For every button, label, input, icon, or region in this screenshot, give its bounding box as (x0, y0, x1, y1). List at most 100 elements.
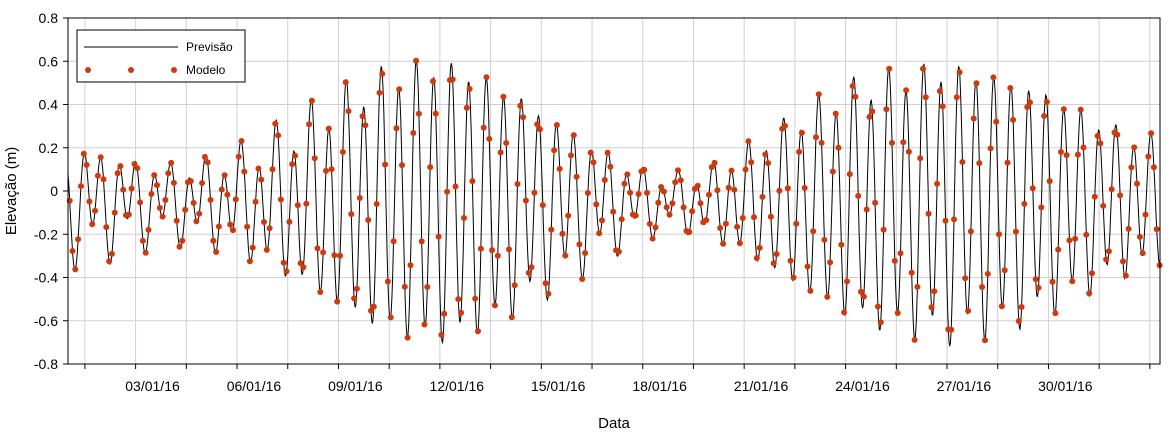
modelo-point (325, 125, 332, 132)
modelo-point (292, 152, 298, 159)
modelo-point (889, 139, 895, 146)
x-axis-title: Data (598, 415, 630, 432)
y-axis: 0.8 0.6 0.4 0.2 0 -0.2 -0.4 -0.6 -0.8 (34, 10, 68, 372)
modelo-point (83, 161, 90, 168)
modelo-point (1150, 164, 1157, 171)
modelo-point (376, 89, 383, 96)
modelo-point (238, 138, 245, 144)
modelo-point (477, 245, 484, 252)
modelo-point (497, 149, 504, 156)
modelo-point (694, 182, 701, 189)
modelo-point (151, 172, 158, 179)
legend-modelo-marker (171, 67, 177, 73)
modelo-point (767, 213, 774, 220)
modelo-point (72, 266, 79, 273)
modelo-point (711, 159, 718, 166)
modelo-point (407, 262, 414, 269)
modelo-point (441, 310, 448, 317)
modelo-point (111, 209, 118, 216)
x-tick-label: 21/01/16 (734, 378, 789, 394)
modelo-point (1024, 104, 1031, 110)
modelo-point (193, 218, 200, 225)
modelo-point (739, 215, 746, 221)
x-tick-label: 18/01/16 (632, 378, 687, 394)
modelo-point (1128, 164, 1135, 171)
modelo-point (866, 113, 873, 120)
modelo-point (351, 295, 358, 302)
y-tick-label: 0.2 (39, 140, 59, 156)
modelo-point (303, 200, 310, 207)
modelo-point (463, 104, 470, 111)
modelo-point (917, 155, 924, 162)
modelo-point (1043, 99, 1050, 105)
modelo-point (486, 135, 493, 142)
modelo-point (1052, 310, 1059, 317)
modelo-point (1114, 131, 1121, 138)
modelo-point (387, 314, 394, 321)
modelo-point (230, 227, 236, 234)
modelo-point (680, 204, 687, 211)
modelo-point (86, 198, 93, 205)
modelo-point (365, 217, 372, 223)
modelo-point (618, 216, 625, 223)
modelo-point (1004, 159, 1011, 166)
modelo-point (1120, 258, 1126, 265)
modelo-point (1091, 193, 1098, 200)
modelo-point (449, 76, 456, 83)
modelo-point (415, 110, 422, 117)
modelo-point (520, 114, 527, 121)
modelo-point (1086, 290, 1093, 297)
modelo-point (1041, 113, 1048, 119)
modelo-point (939, 103, 946, 110)
modelo-point (531, 189, 538, 196)
modelo-point (156, 204, 163, 211)
modelo-point (824, 293, 831, 300)
modelo-point (573, 173, 580, 180)
modelo-point (703, 217, 710, 224)
modelo-point (1021, 200, 1028, 207)
modelo-point (810, 228, 817, 235)
modelo-point (587, 149, 594, 156)
modelo-point (266, 225, 273, 232)
x-tick-label: 06/01/16 (227, 378, 282, 394)
y-tick-label: 0.8 (39, 10, 59, 26)
modelo-point (461, 215, 467, 221)
modelo-point (545, 290, 552, 297)
x-tick-label: 15/01/16 (531, 378, 586, 394)
modelo-point (773, 251, 780, 257)
modelo-point (404, 334, 411, 341)
modelo-point (798, 129, 805, 136)
modelo-point (714, 187, 721, 194)
modelo-point (911, 336, 918, 343)
modelo-point (261, 219, 267, 225)
modelo-point (621, 180, 628, 187)
modelo-point (838, 241, 845, 248)
modelo-point (562, 252, 569, 259)
y-tick-label: -0.4 (34, 270, 58, 286)
modelo-point (218, 186, 225, 193)
modelo-point (232, 196, 239, 203)
modelo-point (1103, 256, 1110, 263)
modelo-point (359, 113, 366, 120)
modelo-point (345, 108, 352, 115)
x-tick-label: 12/01/16 (430, 378, 485, 394)
modelo-point (215, 223, 222, 230)
modelo-point (965, 307, 972, 314)
modelo-point (956, 69, 963, 76)
modelo-point (196, 210, 203, 217)
modelo-point (244, 223, 251, 230)
modelo-point (534, 121, 541, 128)
modelo-point (672, 179, 679, 186)
modelo-point (596, 230, 603, 237)
modelo-point (804, 263, 811, 270)
modelo-point (829, 168, 836, 175)
modelo-point (199, 180, 206, 186)
modelo-point (765, 160, 772, 167)
modelo-point (751, 214, 757, 221)
modelo-point (97, 154, 104, 161)
legend-modelo-label: Modelo (186, 63, 226, 77)
modelo-point (342, 79, 349, 86)
modelo-point (793, 220, 800, 227)
modelo-point (148, 191, 155, 197)
modelo-point (604, 149, 611, 156)
